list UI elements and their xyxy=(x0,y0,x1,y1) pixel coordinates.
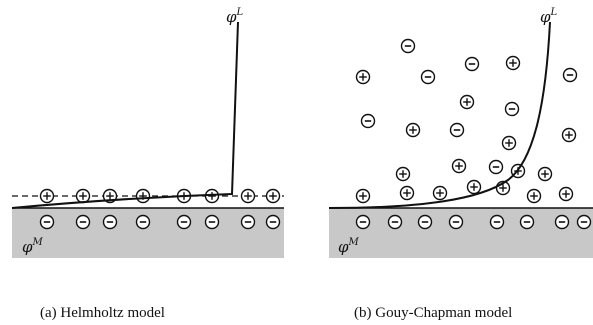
negative-ion xyxy=(360,113,376,129)
potential-curve-a xyxy=(11,21,239,209)
positive-ion xyxy=(240,188,256,204)
negative-ion xyxy=(400,38,416,54)
potential-solution-label-a: φL xyxy=(226,7,244,26)
negative-charge xyxy=(75,214,91,230)
caption-a: (a) Helmholtz model xyxy=(40,305,165,321)
positive-ion xyxy=(505,55,521,71)
panel-gouy-chapman: φL φM (b) Gouy-Chapman model xyxy=(328,7,593,321)
potential-metal-label-a: φM xyxy=(22,237,44,256)
positive-ion xyxy=(75,188,91,204)
negative-charge xyxy=(576,214,592,230)
negative-charge xyxy=(204,214,220,230)
positive-ion xyxy=(451,158,467,174)
positive-ions-b xyxy=(355,55,577,204)
positive-ion xyxy=(558,186,574,202)
positive-ion xyxy=(526,188,542,204)
positive-ion xyxy=(405,122,421,138)
positive-ion xyxy=(355,69,371,85)
negative-charge xyxy=(240,214,256,230)
potential-metal-label-b: φM xyxy=(338,237,360,256)
negative-charge xyxy=(554,214,570,230)
positive-ion xyxy=(135,188,151,204)
negative-charge xyxy=(448,214,464,230)
negative-charge xyxy=(102,214,118,230)
negative-ion xyxy=(464,56,480,72)
negative-charge xyxy=(265,214,281,230)
negative-charge xyxy=(135,214,151,230)
positive-ion xyxy=(537,166,553,182)
negative-charge xyxy=(387,214,403,230)
negative-ion xyxy=(504,101,520,117)
caption-b: (b) Gouy-Chapman model xyxy=(354,305,512,321)
positive-ion xyxy=(39,188,55,204)
potential-solution-label-b: φL xyxy=(540,7,558,26)
electrode-b xyxy=(329,208,593,258)
negative-ion xyxy=(420,69,436,85)
electrode-a xyxy=(12,208,284,258)
negative-charge xyxy=(417,214,433,230)
negative-charge xyxy=(39,214,55,230)
positive-ion xyxy=(204,188,220,204)
panel-helmholtz: φL φM (a) Helmholtz model xyxy=(11,7,284,321)
positive-ion xyxy=(265,188,281,204)
negative-charge xyxy=(176,214,192,230)
negative-ion xyxy=(488,159,504,175)
positive-ion xyxy=(459,94,475,110)
negative-charge xyxy=(355,214,371,230)
negative-charge xyxy=(489,214,505,230)
positive-ion xyxy=(466,179,482,195)
negative-charge xyxy=(519,214,535,230)
potential-curve-b xyxy=(328,21,551,209)
negative-ion xyxy=(449,122,465,138)
positive-ion xyxy=(432,185,448,201)
positive-ion xyxy=(501,135,517,151)
positive-ion xyxy=(561,127,577,143)
positive-ion xyxy=(355,188,371,204)
positive-ion xyxy=(395,166,411,182)
negative-ion xyxy=(562,67,578,83)
positive-ions-a xyxy=(39,188,281,204)
positive-ion xyxy=(399,185,415,201)
